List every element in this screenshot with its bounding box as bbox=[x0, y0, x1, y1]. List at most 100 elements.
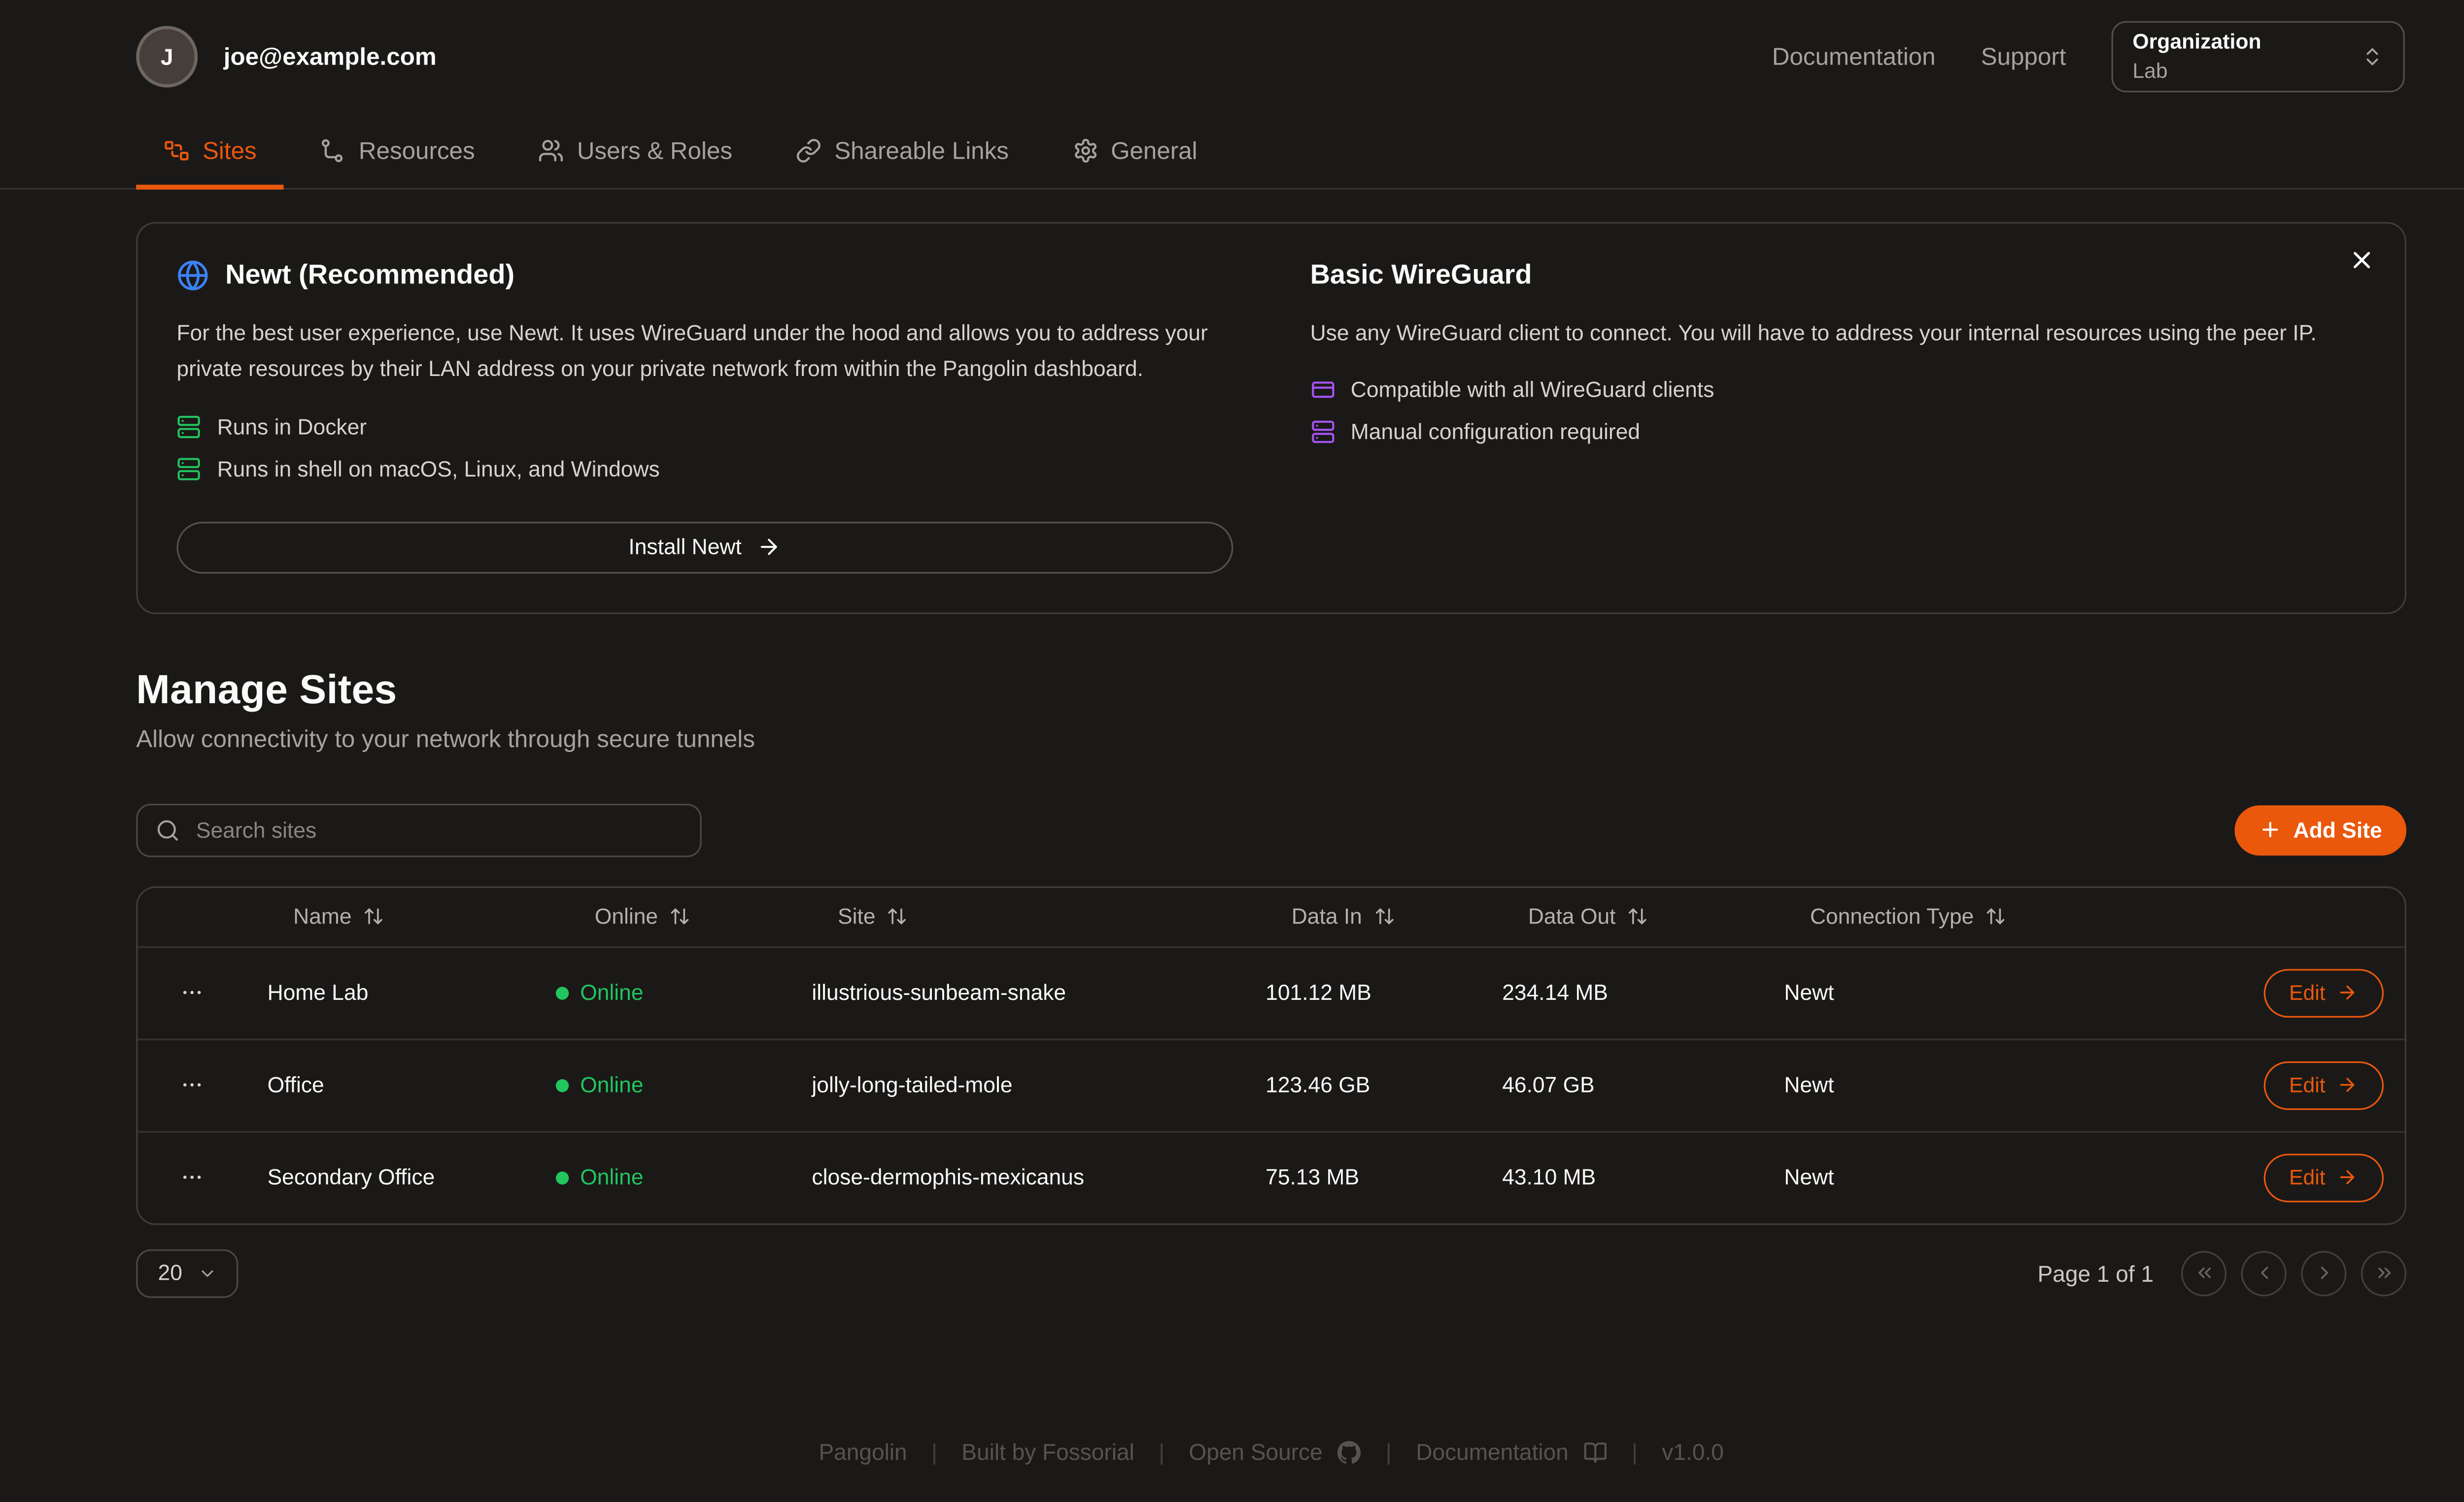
search-input[interactable] bbox=[193, 816, 683, 844]
site-name: Secondary Office bbox=[267, 1165, 435, 1190]
wireguard-description: Use any WireGuard client to connect. You… bbox=[1310, 321, 2317, 345]
chevron-down-icon bbox=[197, 1263, 216, 1282]
bullet-text: Compatible with all WireGuard clients bbox=[1350, 378, 1714, 403]
tab-users-roles[interactable]: Users & Roles bbox=[511, 113, 760, 188]
edit-button[interactable]: Edit bbox=[2263, 968, 2384, 1017]
data-in: 101.12 MB bbox=[1266, 980, 1371, 1005]
row-menu-button[interactable] bbox=[138, 1073, 245, 1097]
table-header-row: Name Online Site bbox=[138, 887, 2405, 945]
wireguard-bullet-compatible: Compatible with all WireGuard clients bbox=[1310, 378, 2366, 402]
top-right-nav: Documentation Support Organization Lab bbox=[1772, 21, 2405, 93]
footer-open-source-link[interactable]: Open Source bbox=[1189, 1439, 1361, 1465]
footer-built-by-link[interactable]: Built by Fossorial bbox=[961, 1438, 1134, 1465]
add-site-label: Add Site bbox=[2293, 818, 2382, 842]
tab-bar: Sites Resources Users & Roles Shareable … bbox=[0, 113, 2464, 190]
pagination: 20 Page 1 of 1 bbox=[136, 1248, 2407, 1297]
pager-buttons bbox=[2181, 1250, 2407, 1296]
footer-separator: | bbox=[931, 1438, 937, 1465]
tab-label: Shareable Links bbox=[834, 137, 1009, 165]
data-in: 123.46 GB bbox=[1266, 1072, 1370, 1097]
arrow-right-icon bbox=[2337, 982, 2358, 1003]
search-icon bbox=[156, 818, 180, 842]
site-slug: jolly-long-tailed-mole bbox=[812, 1072, 1013, 1097]
tab-sites[interactable]: Sites bbox=[136, 113, 285, 190]
add-site-button[interactable]: Add Site bbox=[2235, 804, 2407, 855]
edit-label: Edit bbox=[2289, 1165, 2326, 1190]
user-block: J joe@example.com bbox=[136, 26, 437, 88]
online-dot bbox=[555, 1078, 569, 1092]
status-label: Online bbox=[580, 1165, 644, 1190]
tab-label: Sites bbox=[203, 137, 257, 165]
next-page-button[interactable] bbox=[2301, 1250, 2347, 1296]
server-icon bbox=[176, 414, 201, 438]
column-data-in[interactable]: Data In bbox=[1243, 904, 1479, 928]
globe-icon bbox=[176, 259, 209, 292]
site-slug: illustrious-sunbeam-snake bbox=[812, 980, 1066, 1005]
newt-bullet-shell: Runs in shell on macOS, Linux, and Windo… bbox=[176, 456, 1232, 480]
ellipsis-icon bbox=[179, 1165, 203, 1189]
status-badge: Online bbox=[546, 1165, 789, 1190]
avatar[interactable]: J bbox=[136, 26, 198, 88]
edit-cell: Edit bbox=[2238, 1153, 2405, 1202]
server-icon bbox=[1310, 420, 1335, 444]
row-menu-button[interactable] bbox=[138, 1165, 245, 1189]
column-connection-type[interactable]: Connection Type bbox=[1761, 904, 2238, 928]
users-icon bbox=[538, 138, 564, 164]
previous-page-button[interactable] bbox=[2241, 1250, 2287, 1296]
column-label: Data Out bbox=[1528, 904, 1616, 929]
footer-documentation-link[interactable]: Documentation bbox=[1416, 1439, 1608, 1465]
tab-shareable-links[interactable]: Shareable Links bbox=[768, 113, 1036, 188]
footer-open-source-label: Open Source bbox=[1189, 1438, 1323, 1465]
organization-selector[interactable]: Organization Lab bbox=[2111, 21, 2405, 93]
status-label: Online bbox=[580, 1072, 644, 1097]
chevrons-up-down-icon bbox=[2361, 45, 2384, 68]
tab-resources[interactable]: Resources bbox=[292, 113, 502, 188]
column-name[interactable]: Name bbox=[245, 904, 547, 928]
wireguard-bullet-manual: Manual configuration required bbox=[1310, 420, 2366, 444]
edit-label: Edit bbox=[2289, 980, 2326, 1005]
install-newt-button[interactable]: Install Newt bbox=[176, 521, 1232, 573]
table-controls: Add Site bbox=[136, 803, 2407, 856]
tab-label: General bbox=[1111, 137, 1198, 165]
status-label: Online bbox=[580, 980, 644, 1005]
sort-icon bbox=[1627, 906, 1648, 927]
footer-separator: | bbox=[1159, 1438, 1165, 1465]
last-page-button[interactable] bbox=[2361, 1250, 2407, 1296]
online-dot bbox=[555, 1170, 569, 1184]
chevrons-left-icon bbox=[2193, 1263, 2215, 1284]
row-menu-button[interactable] bbox=[138, 981, 245, 1005]
edit-cell: Edit bbox=[2238, 968, 2405, 1017]
first-page-button[interactable] bbox=[2181, 1250, 2227, 1296]
table-row: Secondary Office Online close-dermophis-… bbox=[137, 1130, 2405, 1223]
edit-button[interactable]: Edit bbox=[2263, 1153, 2384, 1202]
sites-table: Name Online Site bbox=[136, 886, 2407, 1225]
column-label: Connection Type bbox=[1810, 904, 1974, 929]
chevrons-right-icon bbox=[2373, 1263, 2395, 1284]
arrow-right-icon bbox=[756, 535, 780, 559]
site-name: Office bbox=[267, 1072, 324, 1097]
footer: Pangolin | Built by Fossorial | Open Sou… bbox=[136, 1439, 2406, 1502]
page-size-select[interactable]: 20 bbox=[136, 1248, 239, 1297]
connection-type: Newt bbox=[1784, 1165, 1834, 1190]
column-data-out[interactable]: Data Out bbox=[1479, 904, 1761, 928]
sort-icon bbox=[363, 906, 384, 927]
table-row: Office Online jolly-long-tailed-mole 123… bbox=[137, 1038, 2405, 1130]
install-newt-label: Install Newt bbox=[628, 535, 742, 559]
footer-version: v1.0.0 bbox=[1662, 1438, 1724, 1465]
onboarding-card: Newt (Recommended) For the best user exp… bbox=[136, 222, 2407, 614]
organization-label: Organization bbox=[2132, 30, 2261, 55]
user-email: joe@example.com bbox=[223, 43, 437, 71]
column-online[interactable]: Online bbox=[546, 904, 789, 928]
close-icon[interactable] bbox=[2348, 246, 2376, 274]
github-icon bbox=[1337, 1440, 1361, 1464]
link-icon bbox=[795, 138, 821, 164]
site-name: Home Lab bbox=[267, 980, 369, 1005]
documentation-link[interactable]: Documentation bbox=[1772, 43, 1936, 71]
tab-general[interactable]: General bbox=[1044, 113, 1225, 188]
organization-texts: Organization Lab bbox=[2132, 28, 2261, 85]
support-link[interactable]: Support bbox=[1981, 43, 2066, 71]
sites-icon bbox=[164, 138, 190, 164]
edit-button[interactable]: Edit bbox=[2263, 1060, 2384, 1109]
footer-documentation-label: Documentation bbox=[1416, 1438, 1569, 1465]
column-site[interactable]: Site bbox=[789, 904, 1243, 928]
